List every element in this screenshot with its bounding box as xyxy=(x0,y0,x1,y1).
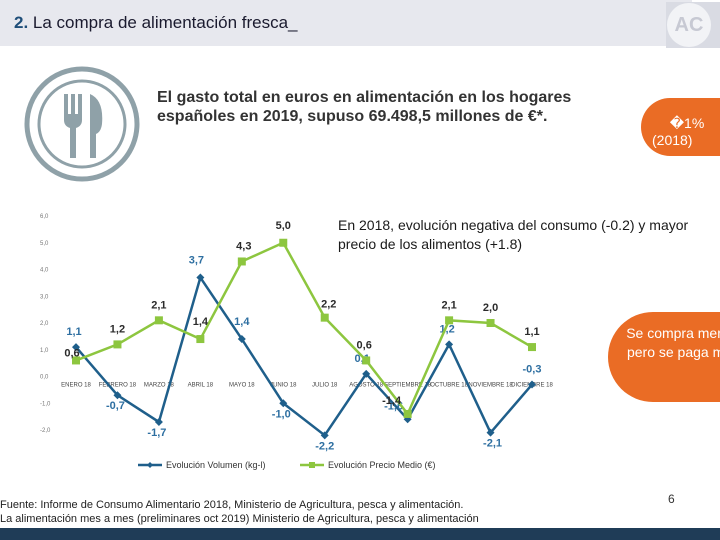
y-tick-label: -2,0 xyxy=(40,428,51,434)
badge-value: �1% xyxy=(669,115,705,131)
price-point xyxy=(445,316,454,325)
trend-summary: En 2018, evolución negativa del consumo … xyxy=(338,217,689,252)
price-point xyxy=(403,409,412,418)
volume-point xyxy=(279,399,288,408)
price-point xyxy=(362,356,371,365)
data-label: 4,3 xyxy=(236,240,251,252)
data-label: 2,0 xyxy=(483,302,498,314)
footer-bar xyxy=(0,528,720,540)
volume-point xyxy=(362,369,371,378)
data-label: -2,1 xyxy=(483,438,502,450)
data-label: 1,4 xyxy=(234,316,250,328)
price-point xyxy=(72,356,80,365)
badge-year: (2018) xyxy=(652,132,693,148)
price-point xyxy=(279,238,288,247)
callout-circle: Se compra menos pero se paga más xyxy=(608,312,720,402)
page-number: 6 xyxy=(668,492,675,506)
data-label: 0,6 xyxy=(357,339,372,351)
volume-point xyxy=(486,428,495,437)
data-label: 1,2 xyxy=(110,323,125,335)
callout-text: Se compra menos pero se paga más xyxy=(626,325,720,360)
x-tick-label: JUNIO 18 xyxy=(270,383,297,389)
section-number: 2. xyxy=(14,13,29,32)
y-tick-label: 0,0 xyxy=(40,375,49,381)
line-chart: 6,0 5,0 4,0 3,0 2,0 1,0 0,0 -1,0 -2,0 ENERO 18 FEB… xyxy=(40,214,553,470)
source-note: Fuente: Informe de Consumo Alimentario 2… xyxy=(0,498,479,526)
price-point xyxy=(486,319,495,327)
data-label: -2,2 xyxy=(315,440,334,452)
x-tick-label: ABRIL 18 xyxy=(188,383,214,389)
intro-text: El gasto total en euros en alimentación … xyxy=(157,89,572,125)
x-tick-label: OCTUBRE 18 xyxy=(430,383,468,389)
legend-marker xyxy=(147,462,153,468)
x-tick-label: MARZO 18 xyxy=(144,383,175,389)
price-point xyxy=(154,316,163,325)
volume-point xyxy=(154,417,163,426)
source-line-2: La alimentación mes a mes (preliminares … xyxy=(0,513,479,525)
legend-marker xyxy=(309,462,315,468)
data-label: -0,3 xyxy=(523,364,542,376)
data-label: 5,0 xyxy=(276,220,291,232)
price-point xyxy=(113,340,122,349)
fork-knife-icon xyxy=(24,66,140,187)
data-label: -1,7 xyxy=(147,427,166,439)
data-label: 2,2 xyxy=(321,299,336,311)
series-line-price xyxy=(75,241,533,417)
legend-label: Evolución Volumen (kg-l) xyxy=(166,460,266,470)
volume-point xyxy=(403,415,412,424)
data-label: 0,6 xyxy=(64,347,79,359)
y-tick-label: 6,0 xyxy=(40,214,49,220)
volume-point xyxy=(445,340,454,349)
data-label: -1,0 xyxy=(272,408,291,420)
data-label: 1,1 xyxy=(66,326,81,338)
volume-point xyxy=(237,335,246,344)
logo: AC xyxy=(667,3,711,47)
price-point xyxy=(320,313,329,322)
data-label: 1,4 xyxy=(193,316,209,328)
x-tick-label: SEPTIEMBRE 18 xyxy=(384,383,432,389)
y-tick-label: 4,0 xyxy=(40,268,49,274)
y-tick-label: 2,0 xyxy=(40,321,49,327)
source-line-1: Fuente: Informe de Consumo Alimentario 2… xyxy=(0,499,464,511)
volume-point xyxy=(196,273,205,282)
data-label: -1,4 xyxy=(382,395,402,407)
data-label: 1,1 xyxy=(524,326,539,338)
data-label: 2,1 xyxy=(151,299,166,311)
page-title: 2. La compra de alimentación fresca_ xyxy=(14,13,298,33)
volume-point xyxy=(72,343,80,352)
series-line-volume xyxy=(75,274,533,438)
price-point xyxy=(528,343,536,352)
x-tick-label: MAYO 18 xyxy=(229,383,255,389)
x-tick-label: FEBRERO 18 xyxy=(99,383,137,389)
y-tick-label: -1,0 xyxy=(40,401,51,407)
data-label: 2,1 xyxy=(441,299,456,311)
y-tick-label: 1,0 xyxy=(40,348,49,354)
section-title: La compra de alimentación fresca_ xyxy=(32,13,298,32)
volume-point xyxy=(528,380,536,389)
data-label: 3,7 xyxy=(189,255,204,267)
price-point xyxy=(237,257,246,266)
data-label: -0,7 xyxy=(106,400,125,412)
header-bar: 2. La compra de alimentación fresca_ xyxy=(0,0,692,46)
y-tick-label: 5,0 xyxy=(40,241,49,247)
x-tick-label: NOVIEMBRE 18 xyxy=(468,383,513,389)
x-tick-label: AGOSTO 18 xyxy=(349,383,384,389)
x-tick-label: JULIO 18 xyxy=(312,383,338,389)
x-tick-label: ENERO 18 xyxy=(61,383,91,389)
legend-label: Evolución Precio Medio (€) xyxy=(328,460,436,470)
volume-point xyxy=(113,391,122,400)
y-tick-label: 3,0 xyxy=(40,294,49,300)
volume-point xyxy=(320,431,329,440)
spending-change-badge: �1% xyxy=(641,98,720,156)
price-point xyxy=(196,335,205,344)
